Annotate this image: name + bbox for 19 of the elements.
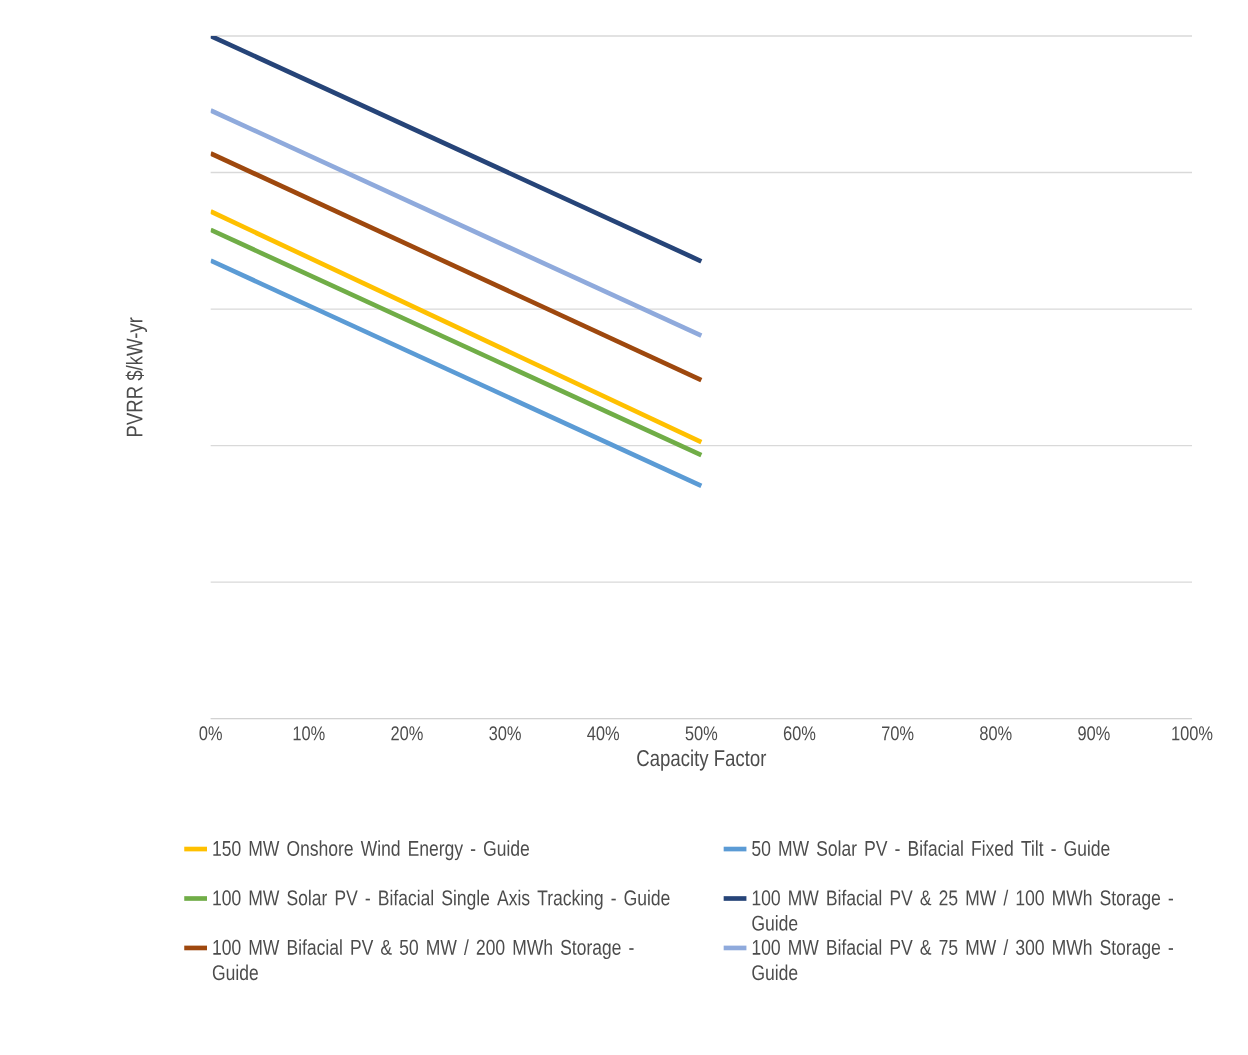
y-axis-title: PVRR $/kW-yr <box>125 317 148 437</box>
x-tick-label: 40% <box>587 726 620 741</box>
x-tick-label: 20% <box>391 726 423 741</box>
x-tick-label: 30% <box>489 726 521 741</box>
x-tick-label: 100% <box>1172 726 1213 741</box>
x-tick-label: 80% <box>980 726 1012 741</box>
legend-label: 100 MW Solar PV - Bifacial Single Axis Tracking - Guide <box>213 889 670 910</box>
x-tick-label: 90% <box>1078 726 1110 741</box>
legend-label: 50 MW Solar PV - Bifacial Fixed Tilt - Guide <box>752 840 1110 857</box>
x-tick-label: 60% <box>783 726 816 741</box>
x-tick-label: 0% <box>199 726 222 741</box>
x-axis-title: Capacity Factor <box>637 749 767 771</box>
x-tick-label: 70% <box>882 726 914 741</box>
x-tick-label: 50% <box>685 726 718 741</box>
legend-label: 100 MW Bifacial PV & 25 MW / 100 MWh Storage - Guide <box>752 889 1173 931</box>
legend-label: 150 MW Onshore Wind Energy - Guide <box>213 840 529 861</box>
legend-label: 100 MW Bifacial PV & 50 MW / 200 MWh Storage - Guide <box>212 939 634 981</box>
x-tick-label: 10% <box>293 726 325 741</box>
legend-label: 100 MW Bifacial PV & 75 MW / 300 MWh Storage - Guide <box>752 939 1173 981</box>
